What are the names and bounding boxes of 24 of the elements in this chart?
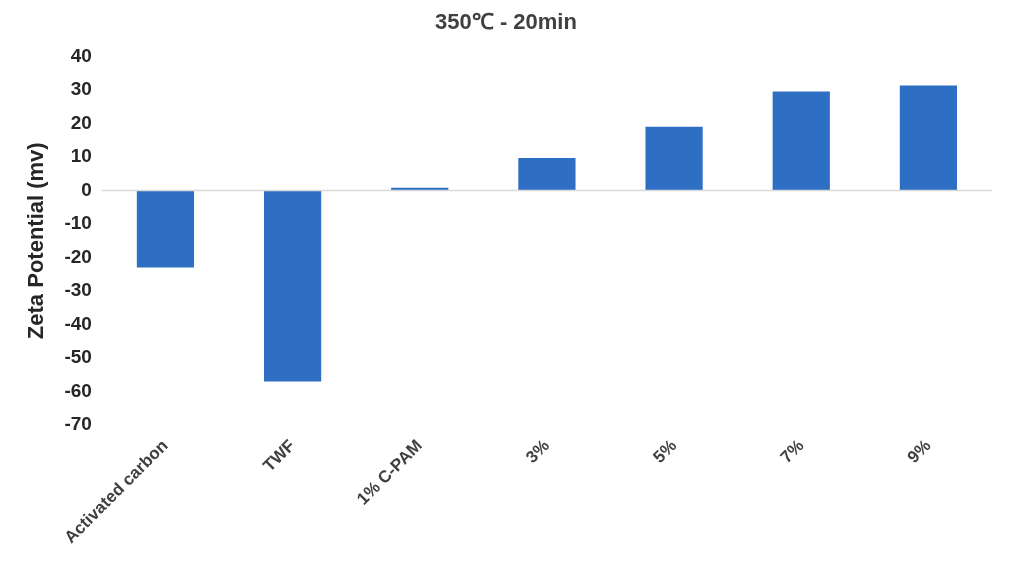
bar [645, 126, 703, 191]
bar [899, 85, 958, 191]
y-tick-label: -40 [64, 312, 92, 334]
y-tick-label: -20 [64, 245, 92, 267]
x-tick-label: 7% [776, 435, 808, 467]
y-tick-label: 30 [70, 78, 92, 100]
x-tick-label: 5% [649, 435, 681, 467]
y-tick-label: -60 [64, 379, 92, 401]
x-tick-label: 3% [522, 435, 554, 467]
y-tick-label: 20 [70, 111, 92, 133]
y-tick-label: 0 [81, 178, 92, 200]
y-tick-label: -70 [64, 413, 92, 435]
y-tick-label: -10 [64, 212, 92, 234]
bar [136, 190, 195, 268]
y-tick-label: 10 [70, 145, 92, 167]
chart-title: 350℃ - 20min [435, 9, 577, 35]
x-tick-label: 9% [903, 435, 935, 467]
bar [772, 91, 830, 191]
y-tick-label: -30 [64, 279, 92, 301]
bar [263, 190, 322, 382]
y-tick-label: -50 [64, 346, 92, 368]
bar [518, 157, 576, 191]
y-axis-title: Zeta Potential (mv) [23, 142, 49, 340]
y-tick-label: 40 [70, 44, 92, 66]
